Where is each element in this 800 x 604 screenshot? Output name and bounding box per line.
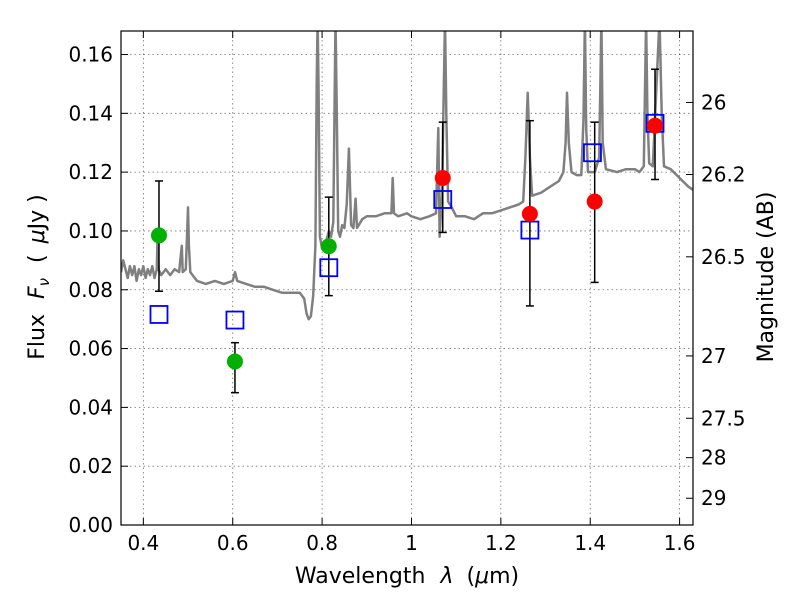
x-tick-label: 1.4 — [574, 531, 606, 555]
y-axis-label-unit-open: ( — [25, 254, 50, 263]
x-tick-label: 1.2 — [485, 531, 517, 555]
x-axis-label-unit-rest: m) — [489, 564, 519, 589]
model-photometry-square — [433, 190, 453, 209]
observed-red-point — [521, 205, 538, 222]
x-axis-label-symbol: λ — [439, 564, 453, 589]
y-axis-label: Flux Fν ( μJy ) — [25, 194, 55, 359]
y-axis-label-text: Flux — [25, 314, 50, 360]
y-tick-label: 0.12 — [68, 160, 113, 184]
y-tick-label: 0.14 — [68, 101, 113, 125]
model-photometry-square — [149, 305, 169, 324]
model-photometry-square — [319, 258, 339, 278]
x-axis-label-unit-mu: μ — [474, 564, 489, 589]
y-tick-label: 0.00 — [68, 513, 113, 537]
y-axis-label-symbol: F — [25, 286, 50, 299]
x-tick-label: 0.4 — [127, 531, 159, 555]
observed-red-point — [586, 193, 603, 210]
y-tick-label: 0.16 — [68, 43, 113, 67]
y2-tick-label: 26 — [701, 90, 726, 114]
y-tick-label: 0.08 — [68, 278, 113, 302]
y2-tick-label: 27.5 — [701, 406, 746, 430]
marker-layer — [149, 68, 665, 394]
x-axis-label-text: Wavelength — [295, 564, 426, 589]
observed-red-point — [434, 170, 451, 187]
x-axis-label: Wavelength λ (μm) — [295, 564, 519, 589]
y2-axis-label: Magnitude (AB) — [754, 192, 779, 363]
x-tick-label: 1.6 — [664, 531, 696, 555]
x-tick-label: 0.6 — [217, 531, 249, 555]
x-tick-label: 1 — [405, 531, 418, 555]
observed-green-point — [320, 238, 337, 255]
y-tick-label: 0.10 — [68, 219, 113, 243]
observed-green-point — [150, 227, 167, 244]
y-tick-label: 0.02 — [68, 454, 113, 478]
y-axis-label-unit-mu: μ — [25, 229, 50, 244]
y-tick-label: 0.06 — [68, 337, 113, 361]
grid-lines — [121, 31, 693, 525]
plot-frame — [120, 30, 694, 526]
observed-green-point — [226, 353, 243, 370]
model-photometry-square — [583, 143, 602, 163]
y2-tick-label: 26.2 — [701, 162, 746, 186]
x-tick-label: 0.8 — [306, 531, 338, 555]
model-spectrum-line — [121, 31, 693, 321]
y-tick-label: 0.04 — [68, 395, 113, 419]
observed-red-point — [647, 117, 664, 134]
y-axis-label-unit-rest: Jy ) — [25, 194, 50, 231]
y2-tick-label: 29 — [701, 486, 726, 510]
y2-tick-label: 27 — [701, 344, 726, 368]
model-photometry-square — [225, 310, 245, 330]
y2-tick-label: 28 — [701, 446, 726, 470]
x-axis-label-unit-open: ( — [466, 564, 475, 589]
spectrum-layer — [121, 31, 693, 321]
y2-tick-label: 26.5 — [701, 245, 746, 269]
tick-layer: 0.4 0.6 0.8 1 1.2 1.4 1.6 0.00 0.02 0.04 0.06 0.08 0… — [68, 31, 746, 555]
y-axis-label-subscript: ν — [35, 278, 53, 286]
